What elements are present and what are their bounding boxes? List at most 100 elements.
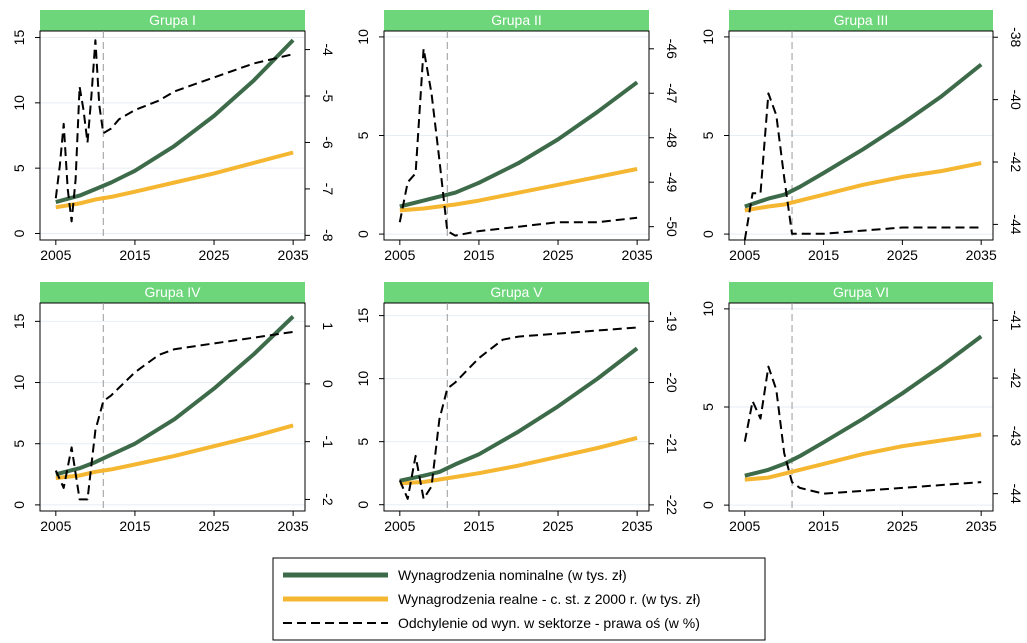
series-real-line [399, 435, 638, 486]
y-right-tick-label: -43 [1008, 426, 1024, 446]
series-real-line [399, 167, 638, 213]
y-right-tick-label: -38 [1008, 27, 1024, 47]
series-deviation-line [54, 39, 294, 223]
panel-header [384, 10, 649, 31]
x-tick-label: 2035 [278, 247, 309, 263]
series-nominal-line [399, 80, 639, 209]
y-right-tick-label: -44 [1008, 484, 1024, 504]
panel-5: Grupa V 0 5 10 15 -22 -21 -20 -19 2005 2015 2025 203… [355, 282, 680, 534]
series-real-line [744, 432, 982, 482]
x-tick-label: 2025 [198, 247, 229, 263]
y-left-tick-label: 15 [11, 313, 27, 329]
series-deviation-line [743, 92, 982, 241]
y-right-tick-label: -48 [664, 128, 680, 148]
y-left-tick-label: 5 [355, 438, 371, 446]
legend-label-1: Wynagrodzenia nominalne (w tys. zł) [398, 567, 627, 583]
y-right-tick-label: -47 [664, 83, 680, 103]
y-left-tick-label: 5 [11, 164, 27, 172]
y-right-tick-label: -42 [1008, 152, 1024, 172]
y-right-tick-label: 0 [320, 380, 336, 388]
y-left-tick-label: 5 [700, 403, 716, 411]
y-right-tick-label: -46 [664, 39, 680, 59]
y-left-tick-label: 10 [355, 371, 371, 387]
y-right-tick-label: -4 [320, 43, 336, 56]
panel-header [40, 282, 305, 303]
x-tick-label: 2015 [119, 518, 150, 534]
x-tick-label: 2015 [119, 247, 150, 263]
series-real-line [744, 161, 982, 213]
panel-header [729, 282, 993, 303]
y-right-tick-label: -42 [1008, 368, 1024, 388]
y-right-tick-label: -21 [664, 434, 680, 454]
x-tick-label: 2005 [384, 247, 415, 263]
y-left-tick-label: 10 [355, 29, 371, 45]
y-left-tick-label: 15 [355, 308, 371, 324]
series-nominal-line [744, 62, 983, 209]
y-right-tick-label: -8 [320, 229, 336, 242]
x-tick-label: 2035 [966, 518, 997, 534]
panel-title: Grupa I [149, 12, 196, 28]
panel-header [384, 282, 649, 303]
x-tick-label: 2005 [729, 518, 760, 534]
legend-label-3: Odchylenie od wyn. w sektorze - prawa oś… [398, 615, 700, 631]
y-right-tick-label: -40 [1008, 90, 1024, 110]
y-left-tick-label: 10 [700, 29, 716, 45]
y-left-tick-label: 5 [355, 131, 371, 139]
panel-6: Grupa VI 0 5 10 -44 -43 -42 -41 2005 2015 2025 2035 [700, 282, 1024, 534]
x-tick-label: 2015 [463, 518, 494, 534]
y-left-tick-label: 0 [11, 501, 27, 509]
x-tick-label: 2035 [278, 518, 309, 534]
panel-header [729, 10, 993, 31]
series-nominal-line [55, 38, 295, 205]
x-tick-label: 2025 [198, 518, 229, 534]
y-right-tick-label: -49 [664, 172, 680, 192]
y-right-tick-label: -50 [664, 217, 680, 237]
panel-header [40, 10, 305, 31]
series-deviation-line [743, 365, 982, 495]
panel-3: Grupa III 0 5 10 -44 -42 -40 -38 2005 2015 2025 203… [700, 10, 1024, 263]
x-tick-label: 2025 [887, 247, 918, 263]
x-tick-label: 2035 [622, 247, 653, 263]
plot-frame [383, 302, 650, 512]
x-tick-label: 2005 [40, 247, 71, 263]
y-right-tick-label: 1 [320, 322, 336, 330]
panel-2: Grupa II 0 5 10 -50 -49 -48 -47 -46 2005 2015 2025 2… [355, 10, 680, 263]
y-right-tick-label: -1 [320, 435, 336, 448]
y-right-tick-label: -19 [664, 311, 680, 331]
series-real-line [55, 423, 294, 480]
panel-4: Grupa IV 0 5 10 15 -2 -1 0 1 2005 2015 2025 2035 [11, 282, 336, 534]
y-left-tick-label: 0 [700, 501, 716, 509]
y-left-tick-label: 10 [700, 301, 716, 317]
panel-1: Grupa I 0 5 10 15 -8 -7 -6 -5 -4 2005 2015 2025 2035 [11, 10, 336, 263]
y-right-tick-label: -5 [320, 90, 336, 103]
y-right-tick-label: -20 [664, 372, 680, 392]
x-tick-label: 2025 [542, 247, 573, 263]
series-nominal-line [399, 346, 639, 483]
y-left-tick-label: 10 [11, 375, 27, 391]
panel-title: Grupa II [491, 12, 542, 28]
series-nominal-line [55, 315, 295, 477]
x-tick-label: 2035 [966, 247, 997, 263]
y-left-tick-label: 0 [355, 501, 371, 509]
y-left-tick-label: 0 [355, 230, 371, 238]
legend-label-2: Wynagrodzenia realne - c. st. z 2000 r. … [398, 591, 701, 607]
y-left-tick-label: 5 [11, 440, 27, 448]
x-tick-label: 2005 [384, 518, 415, 534]
panel-title: Grupa III [834, 12, 888, 28]
y-left-tick-label: 0 [700, 230, 716, 238]
plot-frame [39, 302, 306, 512]
y-left-tick-label: 0 [11, 229, 27, 237]
panel-title: Grupa IV [144, 284, 201, 300]
x-tick-label: 2025 [887, 518, 918, 534]
series-deviation-line [398, 326, 638, 500]
y-right-tick-label: -2 [320, 493, 336, 506]
x-tick-label: 2015 [808, 518, 839, 534]
y-right-tick-label: -22 [664, 495, 680, 515]
x-tick-label: 2005 [40, 518, 71, 534]
y-left-tick-label: 10 [11, 95, 27, 111]
plot-frame [39, 30, 306, 241]
panel-title: Grupa V [490, 284, 543, 300]
x-tick-label: 2015 [808, 247, 839, 263]
